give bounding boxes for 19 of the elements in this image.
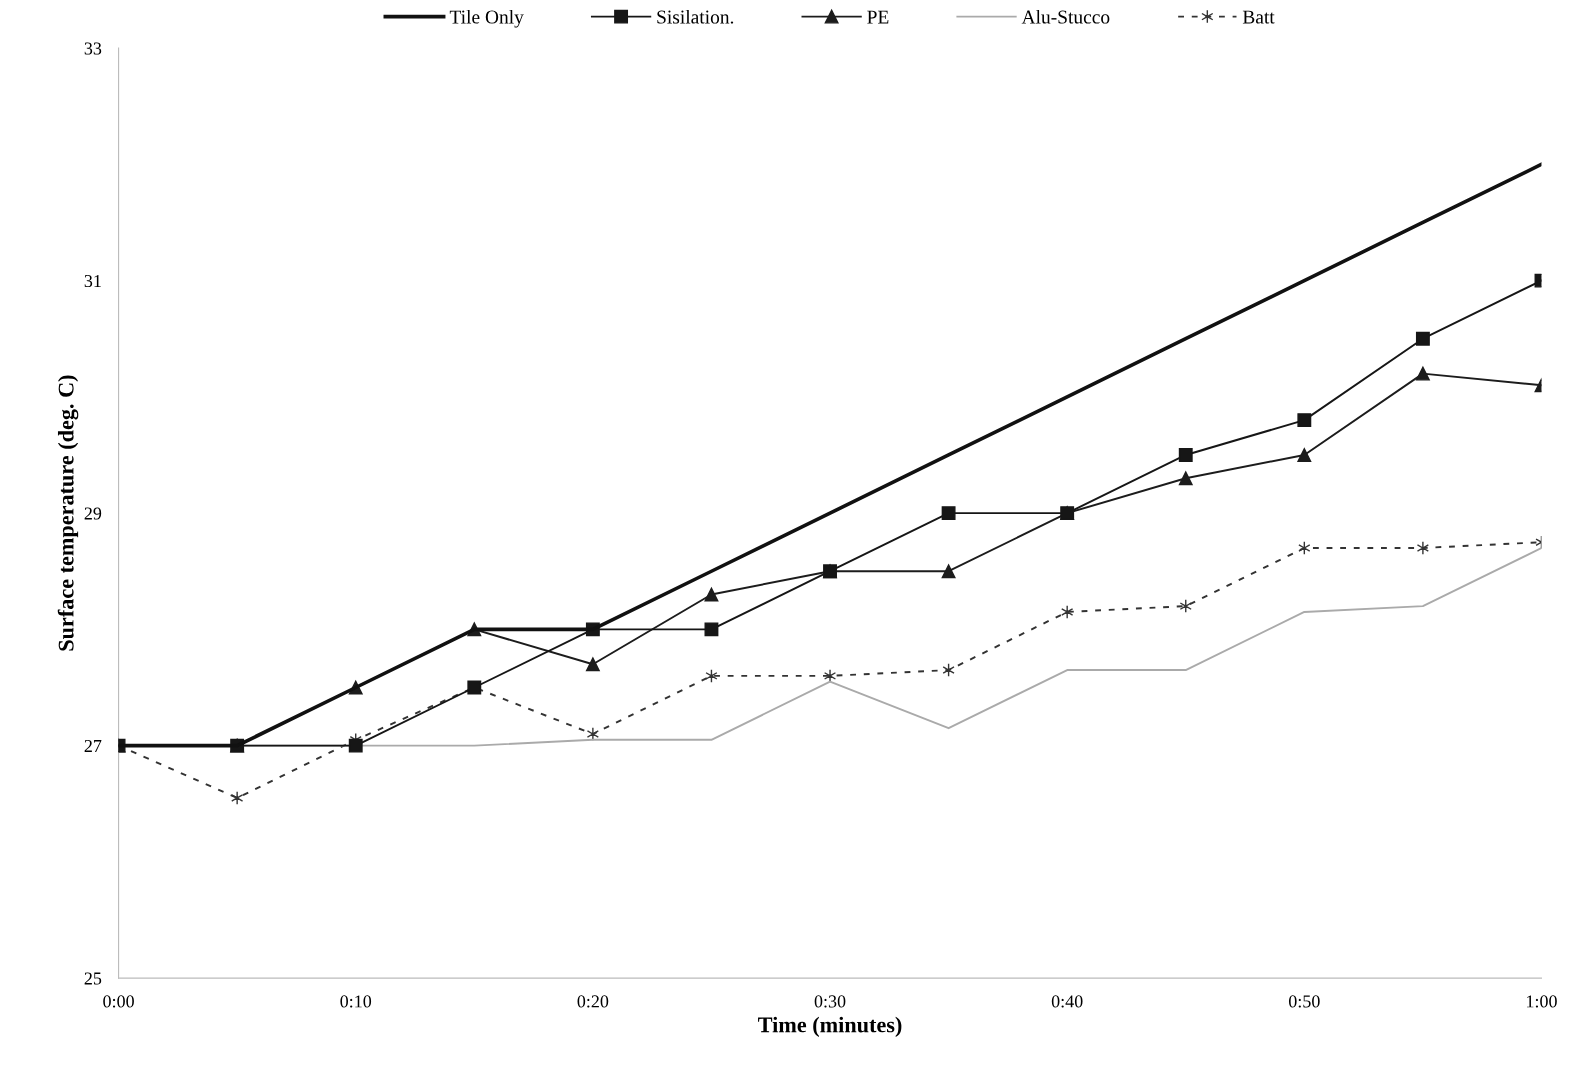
legend-label: Tile Only: [449, 9, 524, 28]
x-tick-label: 1:00: [1527, 995, 1557, 1008]
x-tick-label: 0:50: [1288, 995, 1320, 1008]
y-tick-label: 29: [84, 507, 102, 520]
x-tick-label: 0:00: [103, 995, 134, 1008]
x-tick-label: 0:40: [1051, 995, 1083, 1008]
x-tick-label: 0:20: [577, 995, 609, 1008]
y-tick-label: 31: [84, 274, 101, 288]
legend-label: Batt: [1242, 10, 1275, 24]
y-axis-title: Surface temperature (deg. C): [57, 375, 79, 651]
x-axis-title: Time (minutes): [758, 1016, 902, 1037]
y-tick-label: 33: [84, 42, 102, 55]
x-tick-label: 0:30: [814, 995, 846, 1008]
y-tick-label: 27: [84, 739, 102, 752]
y-tick-label: 25: [84, 972, 102, 985]
legend-label: Sisilation.: [657, 9, 734, 24]
legend-label: Alu-Stucco: [1021, 9, 1110, 24]
x-tick-label: 0:10: [340, 995, 372, 1008]
legend-label: PE: [867, 10, 889, 24]
